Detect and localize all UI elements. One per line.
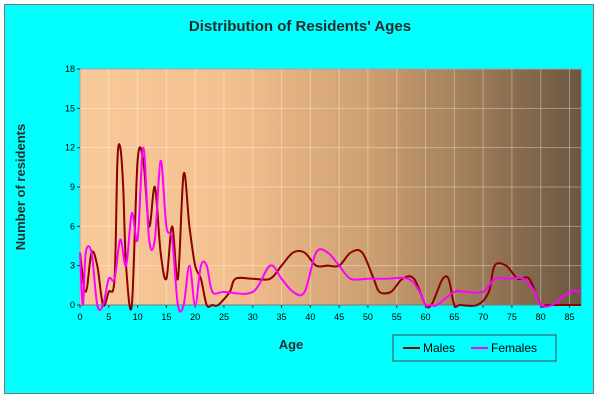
legend-label-females: Females — [491, 341, 537, 355]
y-axis-title: Number of residents — [13, 124, 28, 250]
x-tick-label: 60 — [421, 312, 431, 322]
x-tick-label: 35 — [277, 312, 287, 322]
x-tick-label: 75 — [507, 312, 517, 322]
legend-label-males: Males — [423, 341, 455, 355]
x-tick-label: 50 — [363, 312, 373, 322]
x-tick-label: 70 — [478, 312, 488, 322]
y-tick-label: 12 — [65, 143, 75, 153]
x-tick-label: 0 — [77, 312, 82, 322]
x-tick-label: 45 — [334, 312, 344, 322]
y-tick-label: 15 — [65, 103, 75, 113]
x-tick-label: 5 — [106, 312, 111, 322]
x-tick-label: 20 — [190, 312, 200, 322]
chart-title: Distribution of Residents' Ages — [189, 18, 411, 35]
series-lines — [79, 143, 582, 313]
y-tick-label: 18 — [65, 64, 75, 74]
y-tick-label: 6 — [70, 221, 75, 231]
y-tick-label: 3 — [70, 261, 75, 271]
axis-ticks: 0 3 6 9 12 15 18 0 5 10 15 20 25 30 35 40 45 50 55 60 65 70 75… — [65, 64, 575, 322]
x-tick-label: 10 — [133, 312, 143, 322]
legend: Males Females — [392, 334, 557, 362]
x-tick-label: 25 — [219, 312, 229, 322]
x-tick-label: 15 — [161, 312, 171, 322]
x-axis-title: Age — [279, 337, 304, 352]
y-tick-label: 0 — [70, 300, 75, 310]
y-tick-label: 9 — [70, 182, 75, 192]
x-tick-label: 30 — [248, 312, 258, 322]
series-line-females — [79, 146, 582, 313]
x-tick-label: 80 — [536, 312, 546, 322]
x-tick-label: 55 — [392, 312, 402, 322]
x-tick-label: 40 — [305, 312, 315, 322]
x-tick-label: 65 — [449, 312, 459, 322]
x-tick-label: 85 — [564, 312, 574, 322]
